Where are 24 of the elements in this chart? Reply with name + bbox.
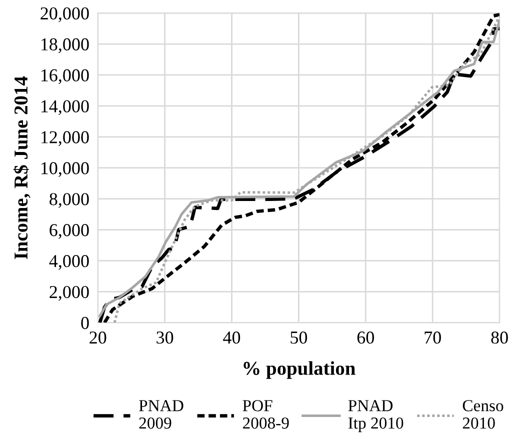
y-tick-label: 16,000 [41, 69, 89, 84]
x-tick-label: 40 [223, 331, 240, 344]
x-tick-label: 80 [491, 331, 508, 344]
y-tick-label: 0 [81, 316, 89, 330]
legend-label: PNAD Itp 2010 [348, 400, 404, 432]
y-tick-label: 6,000 [50, 224, 89, 239]
y-tick-label: 8,000 [50, 193, 89, 208]
y-tick-label: 18,000 [41, 38, 89, 54]
legend-label: PNAD 2009 [139, 400, 184, 429]
y-tick-label: 2,000 [50, 286, 89, 301]
y-tick-label: 20,000 [40, 7, 89, 22]
x-tick-label: 30 [156, 331, 174, 344]
legend-label: POF 2008-9 [242, 400, 289, 429]
legend-label: Censo 2010 [462, 400, 504, 429]
x-axis-title: % population [244, 361, 356, 379]
x-tick-label: 50 [290, 331, 308, 344]
x-tick-label: 20 [90, 331, 106, 344]
x-tick-label: 70 [424, 331, 441, 344]
x-tick-label: 60 [357, 331, 374, 344]
y-tick-label: 10,000 [41, 162, 89, 177]
y-tick-label: 14,000 [41, 100, 89, 115]
y-tick-label: 12,000 [41, 131, 89, 146]
y-tick-label: 4,000 [49, 254, 89, 270]
y-axis-title: Income, R$ June 2014 [13, 76, 30, 260]
